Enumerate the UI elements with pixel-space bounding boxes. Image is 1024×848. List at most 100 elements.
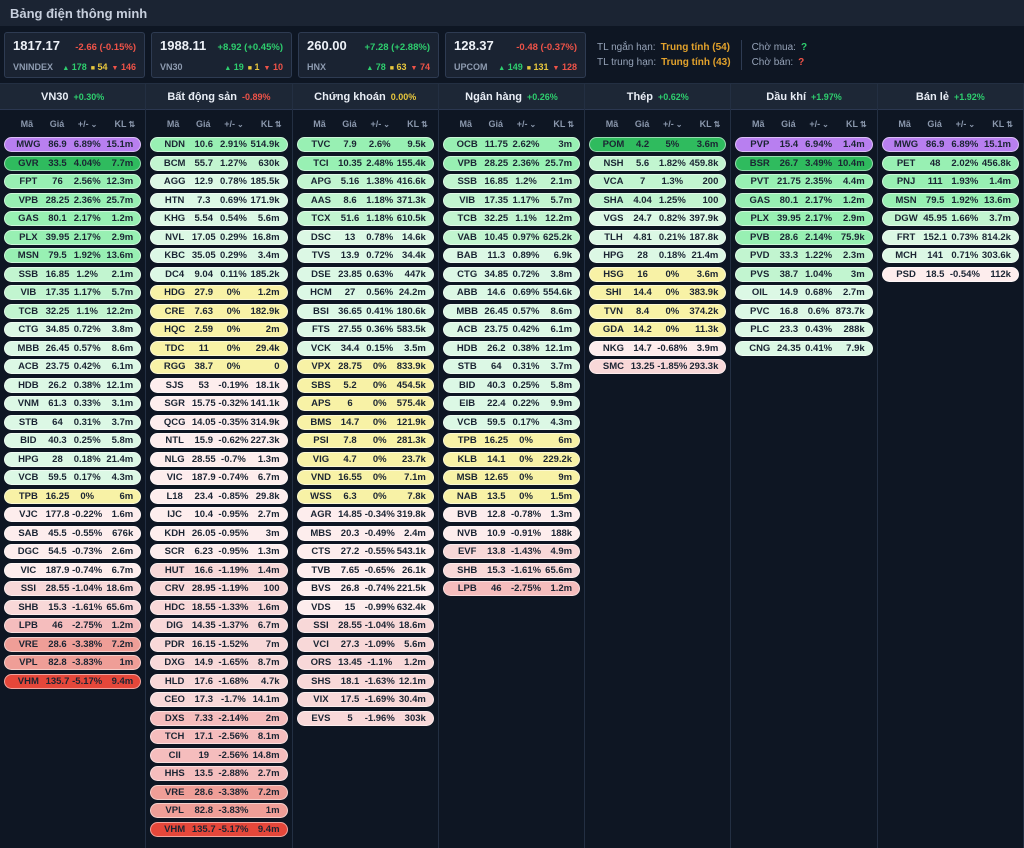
volume-column-header[interactable]: KL ⇅ [407,118,428,129]
stock-row-VRE[interactable]: VRE 28.6 -3.38% 7.2m [4,636,142,652]
stock-row-PLX[interactable]: PLX 39.95 2.17% 2.9m [735,211,873,226]
stock-row-SAB[interactable]: SAB 45.5 -0.55% 676k [4,525,142,541]
stock-row-PDR[interactable]: PDR 16.15 -1.52% 7m [150,636,288,652]
stock-row-TLH[interactable]: TLH 4.81 0.21% 187.8k [589,229,727,245]
stock-row-HDB[interactable]: HDB 26.2 0.38% 12.1m [4,377,142,393]
stock-row-SHA[interactable]: SHA 4.04 1.25% 100 [589,192,727,208]
change-column-header[interactable]: +/- ⌄ [224,118,244,129]
stock-row-SMC[interactable]: SMC 13.25 -1.85% 293.3k [589,359,727,374]
stock-row-SHI[interactable]: SHI 14.4 0% 383.9k [589,285,727,300]
index-box-vnindex[interactable]: 1817.17 -2.66 (-0.15%) VNINDEX ▲ 178 ■ 54 ▼ 1… [4,31,145,78]
volume-column-header[interactable]: KL ⇅ [992,118,1013,129]
stock-row-HTN[interactable]: HTN 7.3 0.69% 171.9k [150,192,288,208]
stock-row-VND[interactable]: VND 16.55 0% 7.1m [296,470,434,485]
stock-row-VIB[interactable]: VIB 17.35 1.17% 5.7m [442,192,581,208]
stock-row-VIX[interactable]: VIX 17.5 -1.69% 30.4m [296,692,434,707]
sector-header-ban-le[interactable]: Bán lẻ +1.92% [877,84,1023,110]
stock-row-VPB[interactable]: VPB 28.25 2.36% 25.7m [442,155,581,171]
stock-row-HPG[interactable]: HPG 28 0.18% 21.4m [4,451,142,467]
stock-row-STB[interactable]: STB 64 0.31% 3.7m [442,359,581,374]
stock-row-NVB[interactable]: NVB 10.9 -0.91% 188k [442,525,581,541]
code-column-header[interactable]: Mã [166,118,180,129]
stock-row-APS[interactable]: APS 6 0% 575.4k [296,396,434,411]
stock-row-FRT[interactable]: FRT 152.1 0.73% 814.2k [881,229,1019,245]
code-column-header[interactable]: Mã [313,118,326,129]
stock-row-MBB[interactable]: MBB 26.45 0.57% 8.6m [4,340,142,356]
stock-row-VPL[interactable]: VPL 82.8 -3.83% 1m [150,803,288,818]
stock-row-VCK[interactable]: VCK 34.4 0.15% 3.5m [296,340,434,356]
stock-row-NSH[interactable]: NSH 5.6 1.82% 459.8k [589,155,727,171]
stock-row-HDC[interactable]: HDC 18.55 -1.33% 1.6m [150,599,288,615]
stock-row-NAB[interactable]: NAB 13.5 0% 1.5m [442,488,581,504]
stock-row-VPX[interactable]: VPX 28.75 0% 833.9k [296,359,434,374]
volume-column-header[interactable]: KL ⇅ [260,118,282,129]
stock-row-TCI[interactable]: TCI 10.35 2.48% 155.4k [296,155,434,171]
stock-row-AGG[interactable]: AGG 12.9 0.78% 185.5k [150,174,288,189]
stock-row-MWG[interactable]: MWG 86.9 6.89% 15.1m [4,137,142,152]
stock-row-VIC[interactable]: VIC 187.9 -0.74% 6.7m [150,470,288,485]
stock-row-SGR[interactable]: SGR 15.75 -0.32% 141.1k [150,396,288,411]
stock-row-BCM[interactable]: BCM 55.7 1.27% 630k [150,155,288,171]
stock-row-KHG[interactable]: KHG 5.54 0.54% 5.6m [150,211,288,226]
sector-header-bat-dong-san[interactable]: Bất động sản -0.89% [146,84,292,110]
stock-row-PVD[interactable]: PVD 33.3 1.22% 2.3m [735,248,873,263]
stock-row-SSB[interactable]: SSB 16.85 1.2% 2.1m [442,174,581,189]
stock-row-SSB[interactable]: SSB 16.85 1.2% 2.1m [4,266,142,282]
stock-row-DSC[interactable]: DSC 13 0.78% 14.6k [296,229,434,245]
stock-row-OIL[interactable]: OIL 14.9 0.68% 2.7m [735,285,873,300]
stock-row-HDG[interactable]: HDG 27.9 0% 1.2m [150,285,288,300]
stock-row-HHS[interactable]: HHS 13.5 -2.88% 2.7m [150,766,288,781]
stock-row-CII[interactable]: CII 19 -2.56% 14.8m [150,747,288,763]
stock-row-ACB[interactable]: ACB 23.75 0.42% 6.1m [4,359,142,374]
stock-row-VGS[interactable]: VGS 24.7 0.82% 397.9k [589,211,727,226]
stock-row-SSI[interactable]: SSI 28.55 -1.04% 18.6m [4,581,142,596]
stock-row-TDC[interactable]: TDC 11 0% 29.4k [150,340,288,356]
stock-row-SHS[interactable]: SHS 18.1 -1.63% 12.1m [296,673,434,689]
stock-row-BSI[interactable]: BSI 36.65 0.41% 180.6k [296,303,434,319]
stock-row-MSN[interactable]: MSN 79.5 1.92% 13.6m [4,248,142,263]
stock-row-PVB[interactable]: PVB 28.6 2.14% 75.9k [735,229,873,245]
stock-row-DXS[interactable]: DXS 7.33 -2.14% 2m [150,710,288,726]
stock-row-HUT[interactable]: HUT 16.6 -1.19% 1.4m [150,562,288,578]
stock-row-VAB[interactable]: VAB 10.45 0.97% 625.2k [442,229,581,245]
stock-row-APG[interactable]: APG 5.16 1.38% 416.6k [296,174,434,189]
volume-column-header[interactable]: KL ⇅ [699,118,721,129]
stock-row-VHM[interactable]: VHM 135.7 -5.17% 9.4m [4,673,142,689]
stock-row-KDH[interactable]: KDH 26.05 -0.95% 3m [150,525,288,541]
stock-row-NLG[interactable]: NLG 28.55 -0.7% 1.3m [150,451,288,467]
sector-header-ngan-hang[interactable]: Ngân hàng +0.26% [438,84,585,110]
stock-row-SBS[interactable]: SBS 5.2 0% 454.5k [296,377,434,393]
stock-row-HQC[interactable]: HQC 2.59 0% 2m [150,322,288,337]
stock-row-KBC[interactable]: KBC 35.05 0.29% 3.4m [150,248,288,263]
stock-row-NVL[interactable]: NVL 17.05 0.29% 16.8m [150,229,288,245]
stock-row-PSD[interactable]: PSD 18.5 -0.54% 112k [881,266,1019,282]
stock-row-LPB[interactable]: LPB 46 -2.75% 1.2m [442,581,581,596]
stock-row-FPT[interactable]: FPT 76 2.56% 12.3m [4,174,142,189]
stock-row-RGG[interactable]: RGG 38.7 0% 0 [150,359,288,374]
stock-row-HSG[interactable]: HSG 16 0% 3.6m [589,266,727,282]
change-column-header[interactable]: +/- ⌄ [809,118,829,129]
stock-row-PET[interactable]: PET 48 2.02% 456.8k [881,155,1019,171]
sector-header-dau-khi[interactable]: Dầu khí +1.97% [731,84,877,110]
stock-row-SJS[interactable]: SJS 53 -0.19% 18.1k [150,377,288,393]
stock-row-QCG[interactable]: QCG 14.05 -0.35% 314.9k [150,414,288,430]
stock-row-VJC[interactable]: VJC 177.8 -0.22% 1.6m [4,507,142,522]
stock-row-VPL[interactable]: VPL 82.8 -3.83% 1m [4,655,142,670]
stock-row-PSI[interactable]: PSI 7.8 0% 281.3k [296,433,434,448]
stock-row-LPB[interactable]: LPB 46 -2.75% 1.2m [4,618,142,633]
stock-row-NKG[interactable]: NKG 14.7 -0.68% 3.9m [589,340,727,356]
stock-row-MSN[interactable]: MSN 79.5 1.92% 13.6m [881,192,1019,208]
stock-row-TCB[interactable]: TCB 32.25 1.1% 12.2m [4,303,142,319]
stock-row-PNJ[interactable]: PNJ 111 1.93% 1.4m [881,174,1019,189]
stock-row-CNG[interactable]: CNG 24.35 0.41% 7.9k [735,340,873,356]
stock-row-STB[interactable]: STB 64 0.31% 3.7m [4,414,142,430]
stock-row-ACB[interactable]: ACB 23.75 0.42% 6.1m [442,322,581,337]
stock-row-FTS[interactable]: FTS 27.55 0.36% 583.5k [296,322,434,337]
change-column-header[interactable]: +/- ⌄ [516,118,537,129]
stock-row-VIB[interactable]: VIB 17.35 1.17% 5.7m [4,285,142,300]
stock-row-MBB[interactable]: MBB 26.45 0.57% 8.6m [442,303,581,319]
stock-row-DGW[interactable]: DGW 45.95 1.66% 3.7m [881,211,1019,226]
stock-row-SHB[interactable]: SHB 15.3 -1.61% 65.6m [442,562,581,578]
stock-row-CRE[interactable]: CRE 7.63 0% 182.9k [150,303,288,319]
stock-row-VIG[interactable]: VIG 4.7 0% 23.7k [296,451,434,467]
